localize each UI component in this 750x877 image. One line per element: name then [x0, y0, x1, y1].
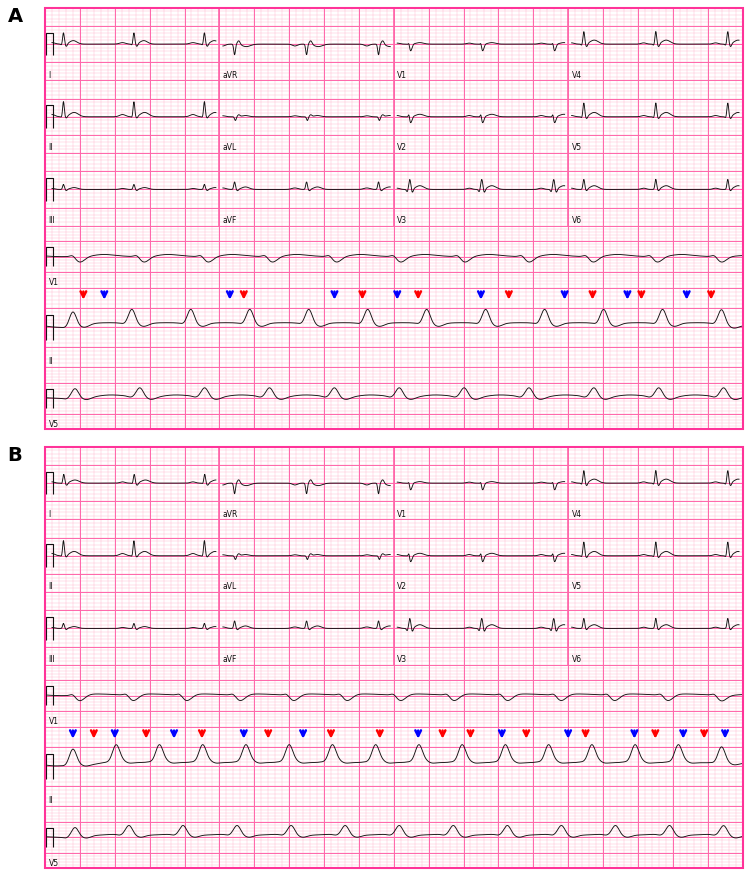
Text: aVL: aVL: [223, 143, 237, 152]
Text: V4: V4: [572, 70, 582, 80]
Text: V3: V3: [398, 216, 407, 225]
Text: V6: V6: [572, 216, 582, 225]
Text: aVL: aVL: [223, 581, 237, 590]
Text: II: II: [49, 143, 53, 152]
Text: V1: V1: [398, 70, 407, 80]
Text: V2: V2: [398, 581, 407, 590]
Text: II: II: [49, 357, 53, 366]
Text: V6: V6: [572, 654, 582, 663]
Text: V4: V4: [572, 509, 582, 518]
Text: V3: V3: [398, 654, 407, 663]
Text: I: I: [49, 509, 51, 518]
Text: V2: V2: [398, 143, 407, 152]
Text: V1: V1: [49, 717, 58, 725]
Text: V5: V5: [49, 419, 58, 428]
Text: A: A: [8, 7, 22, 26]
Text: II: II: [49, 795, 53, 804]
Text: III: III: [49, 216, 55, 225]
Text: V5: V5: [49, 858, 58, 866]
Text: aVR: aVR: [223, 70, 238, 80]
Text: I: I: [49, 70, 51, 80]
Text: V5: V5: [572, 581, 582, 590]
Text: V5: V5: [572, 143, 582, 152]
Text: aVF: aVF: [223, 654, 237, 663]
Text: V1: V1: [398, 509, 407, 518]
Text: aVR: aVR: [223, 509, 238, 518]
Text: aVF: aVF: [223, 216, 237, 225]
Text: III: III: [49, 654, 55, 663]
Text: V1: V1: [49, 278, 58, 287]
Text: B: B: [8, 446, 22, 465]
Text: II: II: [49, 581, 53, 590]
